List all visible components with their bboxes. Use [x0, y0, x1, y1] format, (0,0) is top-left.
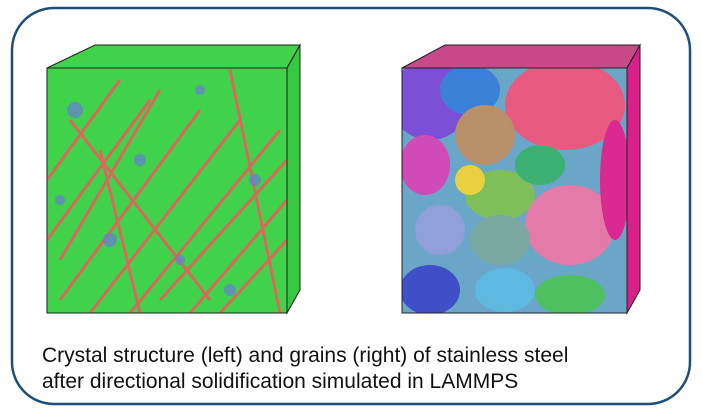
page: Crystal structure (left) and grains (rig…	[0, 0, 702, 412]
figure: Crystal structure (left) and grains (rig…	[0, 0, 702, 412]
crystal-structure-image	[47, 45, 300, 313]
caption-line: after directional solidification simulat…	[42, 370, 518, 393]
caption-line: Crystal structure (left) and grains (rig…	[42, 344, 568, 367]
grains-image	[390, 45, 640, 315]
